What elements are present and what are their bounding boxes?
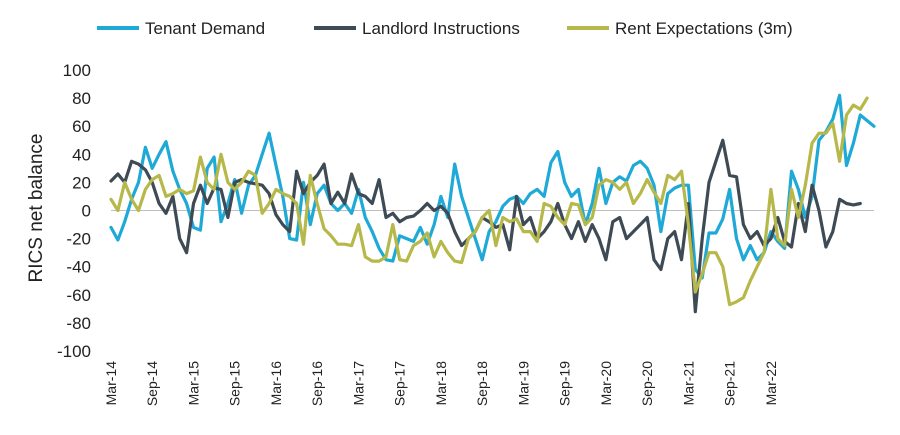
x-tick-label: Mar-22	[763, 361, 779, 406]
y-tick-label: -40	[66, 258, 91, 277]
series-line-rent-expectations-3m	[109, 96, 869, 307]
legend-label: Rent Expectations (3m)	[615, 19, 793, 38]
x-tick-label: Sep-16	[309, 361, 325, 406]
x-tick-label: Mar-20	[598, 361, 614, 406]
series-line-landlord-instructions	[109, 138, 862, 314]
series-line-tenant-demand	[109, 93, 876, 280]
y-tick-label: 80	[72, 89, 91, 108]
y-tick-label: -60	[66, 286, 91, 305]
y-axis-title: RICS net balance	[26, 134, 47, 283]
x-tick-label: Mar-15	[185, 361, 201, 406]
legend: Tenant Demand Landlord Instructions Rent E…	[97, 19, 793, 38]
y-axis-ticks: 100 80 60 40 20 0 -20 -40 -60 -80 -100	[57, 61, 91, 361]
y-tick-label: -100	[57, 342, 91, 361]
series-lines	[109, 93, 876, 314]
x-tick-label: Mar-17	[350, 361, 366, 406]
x-tick-label: Sep-18	[474, 361, 490, 406]
y-tick-label: 60	[72, 117, 91, 136]
legend-label: Landlord Instructions	[362, 19, 520, 38]
y-tick-label: 0	[82, 202, 91, 221]
x-tick-label: Mar-18	[433, 361, 449, 406]
x-tick-label: Mar-14	[103, 361, 119, 406]
x-tick-label: Mar-21	[680, 361, 696, 406]
y-tick-label: 40	[72, 145, 91, 164]
x-tick-label: Sep-17	[392, 361, 408, 406]
y-tick-label: 100	[63, 61, 91, 80]
y-tick-label: -80	[66, 314, 91, 333]
x-tick-label: Mar-19	[515, 361, 531, 406]
x-tick-label: Sep-20	[639, 361, 655, 406]
x-tick-label: Sep-21	[722, 361, 738, 406]
x-tick-label: Sep-15	[227, 361, 243, 406]
x-axis-ticks: Mar-14 Sep-14 Mar-15 Sep-15 Mar-16 Sep-16 Mar-…	[103, 361, 779, 406]
x-tick-label: Sep-19	[557, 361, 573, 406]
legend-label: Tenant Demand	[145, 19, 265, 38]
x-tick-label: Sep-14	[144, 361, 160, 406]
y-tick-label: -20	[66, 230, 91, 249]
y-tick-label: 20	[72, 173, 91, 192]
x-tick-label: Mar-16	[268, 361, 284, 406]
